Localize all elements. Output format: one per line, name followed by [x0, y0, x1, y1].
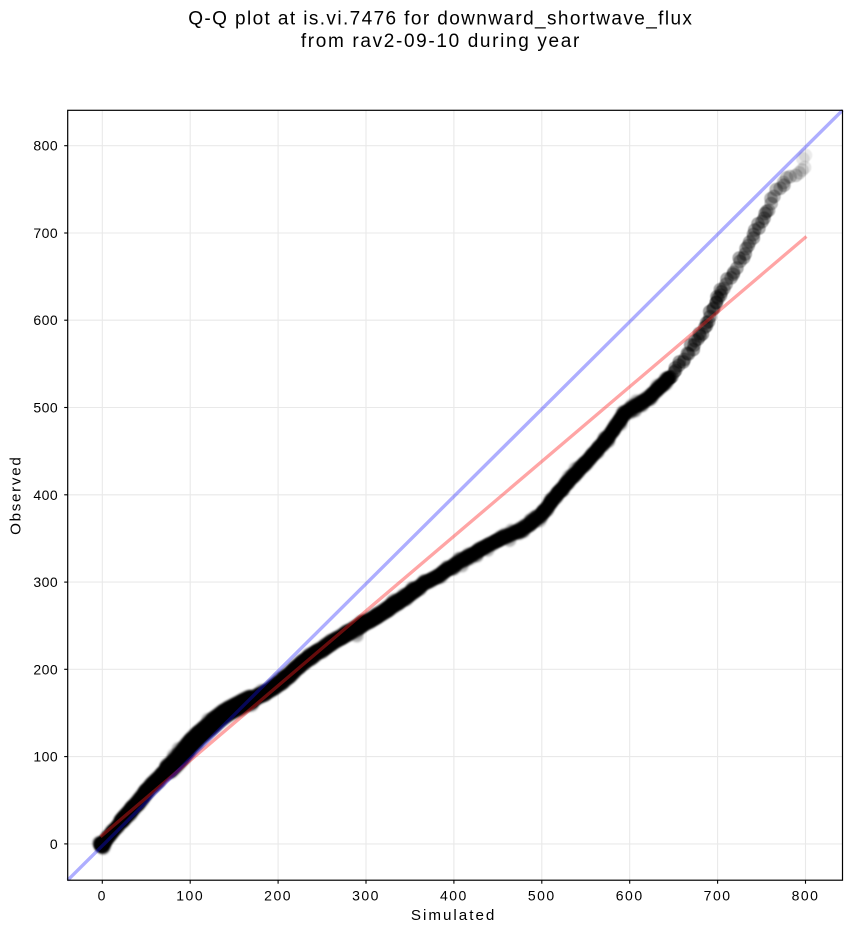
svg-text:600: 600 — [33, 312, 58, 328]
svg-text:800: 800 — [792, 888, 820, 904]
svg-text:400: 400 — [33, 487, 58, 503]
svg-text:700: 700 — [33, 225, 58, 241]
svg-text:from rav2-09-10 during year: from rav2-09-10 during year — [301, 31, 581, 52]
svg-text:700: 700 — [704, 888, 732, 904]
svg-text:800: 800 — [33, 138, 58, 154]
svg-text:300: 300 — [33, 574, 58, 590]
svg-text:300: 300 — [352, 888, 380, 904]
svg-text:Observed: Observed — [7, 455, 24, 534]
svg-text:500: 500 — [528, 888, 556, 904]
svg-text:0: 0 — [50, 836, 58, 852]
svg-text:200: 200 — [264, 888, 292, 904]
svg-text:100: 100 — [33, 749, 58, 765]
svg-text:0: 0 — [98, 888, 107, 904]
svg-text:Q-Q plot at is.vi.7476 for dow: Q-Q plot at is.vi.7476 for downward_shor… — [188, 9, 693, 30]
svg-text:100: 100 — [176, 888, 204, 904]
svg-text:400: 400 — [440, 888, 468, 904]
svg-text:200: 200 — [33, 661, 58, 677]
svg-text:Simulated: Simulated — [411, 907, 497, 924]
svg-text:500: 500 — [33, 400, 58, 416]
svg-text:600: 600 — [616, 888, 644, 904]
